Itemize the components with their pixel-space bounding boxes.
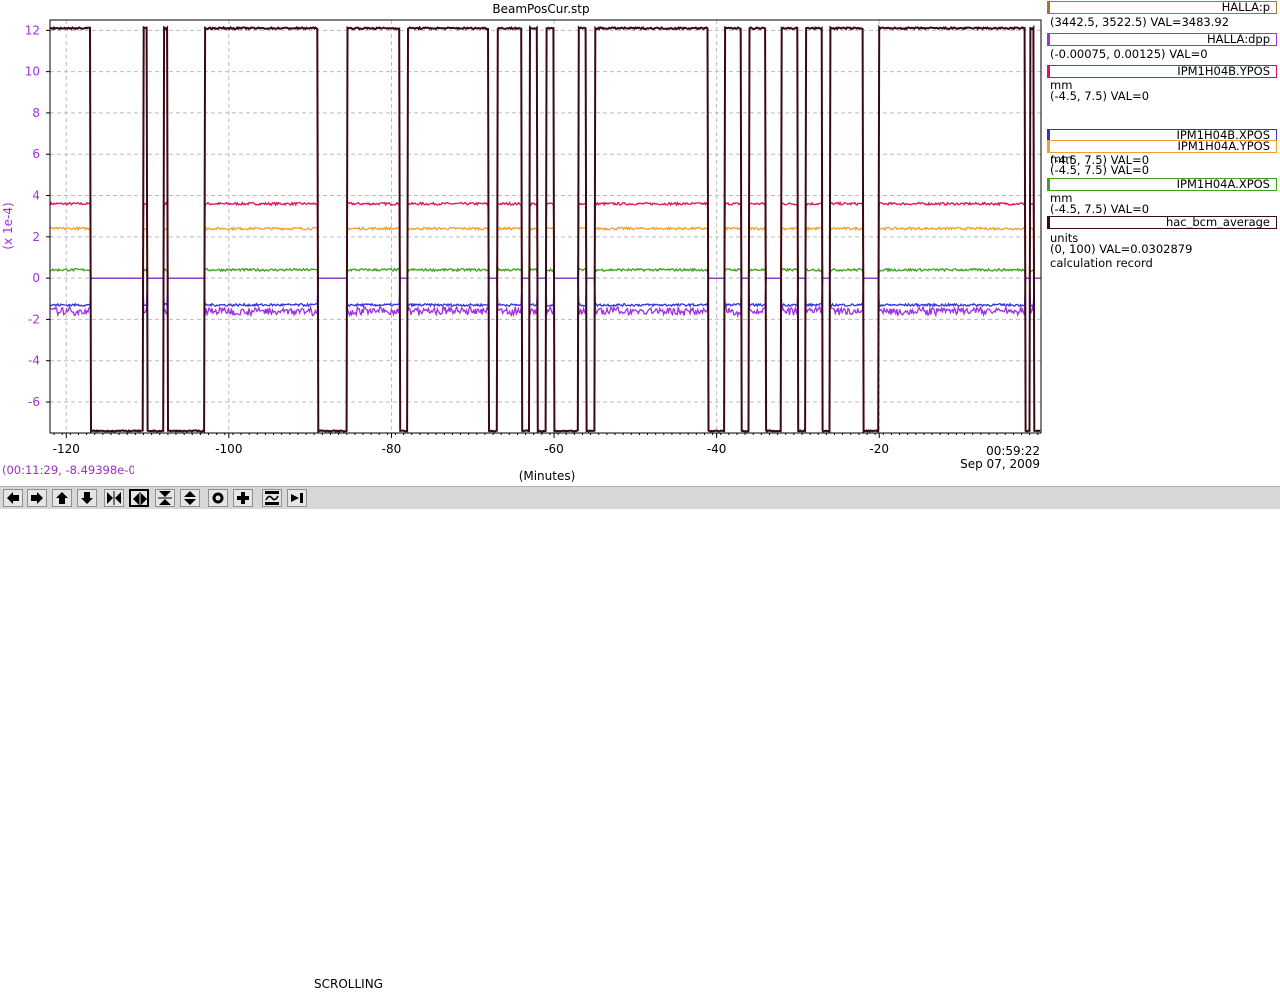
legend-note: calculation record <box>1050 256 1153 270</box>
y-tick-label: 10 <box>25 65 40 79</box>
y-tick-label: -2 <box>28 312 40 326</box>
zoom-in-x-button[interactable] <box>104 489 124 507</box>
legend-units: mm <box>1050 191 1073 205</box>
plot-frame <box>49 19 1042 434</box>
scrolling-status: SCROLLING <box>314 977 383 991</box>
legend-item-hac-bcm-average[interactable]: hac_bcm_average <box>1047 216 1277 229</box>
record-icon <box>212 492 224 504</box>
x-axis-label: (Minutes) <box>519 469 576 483</box>
x-tick-label: -80 <box>382 442 402 456</box>
x-tick-label: -40 <box>707 442 727 456</box>
toolbar: SCROLLING <box>0 486 1280 991</box>
pan-up-button[interactable] <box>52 489 72 507</box>
legend-units: mm <box>1050 152 1073 166</box>
pan-left-icon <box>7 492 19 504</box>
zoom-out-x-icon <box>133 492 147 506</box>
pan-right-icon <box>31 492 43 504</box>
legend-range: (-4.5, 7.5) VAL=0 <box>1050 202 1150 216</box>
x-tick-label: -120 <box>53 442 80 456</box>
zoom-out-y-button[interactable] <box>180 489 200 507</box>
auto-scale-icon <box>265 491 279 505</box>
legend-item-halla-p[interactable]: HALLA:p <box>1047 1 1277 14</box>
legend-units: mm <box>1050 78 1073 92</box>
zoom-out-x-button[interactable] <box>129 489 149 507</box>
legend-item-ipm1h04b-ypos[interactable]: IPM1H04B.YPOS <box>1047 65 1277 78</box>
chart-title: BeamPosCur.stp <box>492 2 589 16</box>
step-icon <box>291 493 303 503</box>
legend-range: (-0.00075, 0.00125) VAL=0 <box>1050 47 1208 61</box>
x-axis-ticks: -120 -100 -80 -60 -40 -20 <box>53 433 1039 456</box>
legend-range: (-4.5, 7.5) VAL=0 <box>1050 153 1150 167</box>
y-tick-label: -6 <box>28 395 40 409</box>
x-tick-label: -20 <box>869 442 889 456</box>
series-layer <box>49 24 1041 434</box>
legend-label: hac_bcm_average <box>1165 215 1270 229</box>
legend-item-halla-dpp[interactable]: HALLA:dpp <box>1047 33 1277 46</box>
y-tick-label: 6 <box>32 147 40 161</box>
legend-label: IPM1H04B.YPOS <box>1177 64 1270 78</box>
y-tick-label: 8 <box>32 106 40 120</box>
step-button[interactable] <box>287 489 307 507</box>
legend: HALLA:p (3442.5, 3522.5) VAL=3483.92 HAL… <box>1046 0 1280 486</box>
legend-range: (3442.5, 3522.5) VAL=3483.92 <box>1050 15 1230 29</box>
pan-down-button[interactable] <box>77 489 97 507</box>
cursor-readout: (00:11:29, -8.49398e-05 <box>2 463 134 477</box>
legend-label: IPM1H04A.YPOS <box>1177 139 1270 153</box>
x-tick-label: -60 <box>544 442 564 456</box>
series-line-hac-bcm-average <box>49 24 1041 434</box>
legend-item-ipm1h04a-xpos[interactable]: IPM1H04A.XPOS <box>1047 178 1277 191</box>
auto-scale-button[interactable] <box>262 489 282 507</box>
y-axis-label: (x 1e-4) <box>1 202 15 249</box>
zoom-in-y-icon <box>158 491 172 505</box>
legend-label: IPM1H04A.XPOS <box>1176 177 1270 191</box>
end-date: Sep 07, 2009 <box>960 457 1040 471</box>
legend-item-ipm1h04a-ypos[interactable]: IPM1H04A.YPOS <box>1047 140 1277 153</box>
add-button[interactable] <box>233 489 253 507</box>
y-tick-label: -4 <box>28 354 40 368</box>
pan-left-button[interactable] <box>3 489 23 507</box>
pan-down-icon <box>81 492 93 504</box>
legend-range: (0, 100) VAL=0.0302879 <box>1050 242 1193 256</box>
pan-up-icon <box>56 492 68 504</box>
end-time: 00:59:22 <box>986 444 1040 458</box>
legend-label: IPM1H04B.XPOS <box>1176 128 1270 142</box>
legend-range: (-4.5, 7.5) VAL=0 <box>1050 163 1150 177</box>
legend-label: HALLA:dpp <box>1206 32 1270 46</box>
pan-right-button[interactable] <box>27 489 47 507</box>
zoom-in-x-icon <box>107 491 121 505</box>
legend-range: (-4.5, 7.5) VAL=0 <box>1050 89 1150 103</box>
zoom-in-y-button[interactable] <box>155 489 175 507</box>
legend-label: HALLA:p <box>1221 0 1270 14</box>
y-tick-label: 12 <box>25 23 40 37</box>
zoom-out-y-icon <box>184 491 196 505</box>
y-axis-ticks: -6 -4 -2 0 2 4 6 8 10 12 <box>25 23 50 409</box>
y-tick-label: 0 <box>32 271 40 285</box>
y-tick-label: 2 <box>32 230 40 244</box>
record-button[interactable] <box>208 489 228 507</box>
y-tick-label: 4 <box>32 189 40 203</box>
legend-units: units <box>1050 231 1079 245</box>
x-tick-label: -100 <box>215 442 242 456</box>
add-icon <box>237 492 249 504</box>
